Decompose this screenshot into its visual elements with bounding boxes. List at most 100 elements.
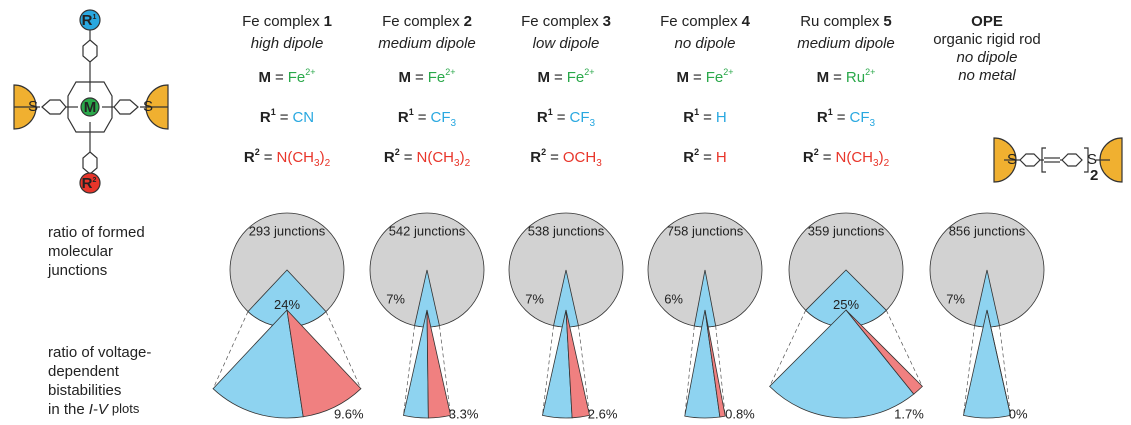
equals: = — [275, 69, 284, 86]
sulfur-label: S — [143, 98, 153, 115]
italic: I-V — [89, 401, 110, 418]
label: R — [803, 149, 814, 166]
equals: = — [418, 109, 427, 126]
equals: = — [550, 149, 559, 166]
dipole: high dipole — [251, 35, 324, 52]
row-label: molecular — [48, 243, 113, 260]
substituent: OCH3 — [563, 149, 602, 169]
r2-line: R2=N(CH3)2 — [803, 147, 890, 169]
prefix: in the — [48, 401, 85, 418]
equals: = — [557, 109, 566, 126]
column-title: OPE — [971, 13, 1003, 30]
row-label: bistabilities — [48, 382, 121, 399]
bistable-label: 0% — [1009, 406, 1028, 421]
charge: 2+ — [865, 67, 875, 77]
index: 1 — [548, 107, 553, 117]
junction-count: 856 junctions — [949, 223, 1026, 238]
r1-line: R1 =H — [683, 107, 726, 126]
label: R — [537, 109, 548, 126]
label: M — [398, 69, 411, 86]
formed-label: 7% — [386, 291, 405, 306]
charge: 2+ — [723, 67, 733, 77]
metal: Fe — [567, 69, 585, 86]
bistable-label: 3.3% — [449, 406, 479, 421]
number: 5 — [883, 13, 891, 30]
r2-line: R2 =N(CH3)2 — [244, 147, 331, 169]
r1-line: R1=CN — [260, 107, 314, 126]
row-label: ratio of formed — [48, 224, 145, 241]
label: M — [676, 69, 689, 86]
r: R — [82, 175, 93, 192]
dipole: medium dipole — [378, 35, 476, 52]
label: R — [384, 149, 395, 166]
title: Fe complex — [242, 13, 320, 30]
figure: R1R2MSSSS2ratio of formedmolecularjuncti… — [0, 0, 1131, 425]
substituent: N(CH3)2 — [417, 149, 471, 169]
formed-label: 6% — [664, 291, 683, 306]
formed-label: 7% — [946, 291, 965, 306]
label: M — [258, 69, 271, 86]
title: Fe complex — [382, 13, 460, 30]
bistable-label: 2.6% — [588, 406, 618, 421]
sulfur-label: S — [1087, 151, 1097, 168]
suffix: plots — [112, 401, 140, 416]
r2-line: R2 =OCH3 — [530, 147, 602, 169]
number: 4 — [742, 13, 751, 30]
metal-site-label: M — [84, 99, 97, 116]
r1-line: R1=CF3 — [817, 107, 876, 129]
bistable-slice — [427, 310, 451, 418]
number: 1 — [324, 13, 332, 30]
row-label: ratio of voltage- — [48, 344, 151, 361]
junction-count: 359 junctions — [808, 223, 885, 238]
equals: = — [404, 149, 413, 166]
metal-line: M=Fe2+ — [398, 67, 455, 86]
dipole: low dipole — [533, 35, 600, 52]
r1-line: R1=CF3 — [537, 107, 596, 129]
equals: = — [703, 109, 712, 126]
repeat-index: 2 — [1090, 167, 1098, 184]
title: Ru complex — [800, 13, 880, 30]
equals: = — [833, 69, 842, 86]
substituent: CF3 — [850, 109, 876, 129]
metal: Fe — [428, 69, 446, 86]
equals: = — [554, 69, 563, 86]
sulfur-label: S — [1007, 151, 1017, 168]
index: 2 — [541, 147, 546, 157]
substituent: N(CH3)2 — [277, 149, 331, 169]
column-description: organic rigid rod — [933, 31, 1041, 48]
label: R — [260, 109, 271, 126]
sulfur-label: S — [28, 98, 38, 115]
substituent: N(CH3)2 — [836, 149, 890, 169]
substituent: CN — [292, 109, 314, 126]
r1-line: R1=CF3 — [398, 107, 457, 129]
substituent: H — [716, 109, 727, 126]
label: R — [683, 109, 694, 126]
label: R — [530, 149, 541, 166]
junction-count: 758 junctions — [667, 223, 744, 238]
index: 2 — [814, 147, 819, 157]
equals: = — [415, 69, 424, 86]
row-label: junctions — [47, 262, 107, 279]
dipole: no dipole — [675, 35, 736, 52]
bistable-label: 0.8% — [725, 406, 755, 421]
equals: = — [264, 149, 273, 166]
equals: = — [837, 109, 846, 126]
index: 1 — [694, 107, 699, 117]
charge: 2+ — [305, 67, 315, 77]
equals: = — [280, 109, 289, 126]
equals: = — [693, 69, 702, 86]
dipole: medium dipole — [797, 35, 895, 52]
metal: Fe — [288, 69, 306, 86]
r: R — [82, 12, 93, 29]
label: R — [244, 149, 255, 166]
r2-line: R2=N(CH3)2 — [384, 147, 471, 169]
column-title: Fe complex1 — [242, 13, 332, 30]
formed-label: 7% — [525, 291, 544, 306]
label: M — [537, 69, 550, 86]
index: 2 — [255, 147, 260, 157]
metal-line: M=Fe2+ — [537, 67, 594, 86]
column-description: no dipole — [957, 49, 1018, 66]
